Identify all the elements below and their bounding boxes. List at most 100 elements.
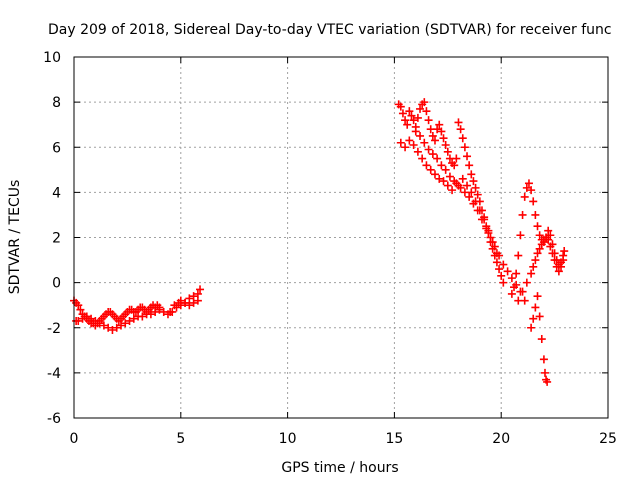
data-point	[480, 215, 489, 224]
data-point	[189, 298, 198, 307]
tick-layer	[73, 56, 609, 419]
data-point	[125, 316, 134, 325]
data-point	[465, 192, 474, 201]
data-point	[529, 197, 538, 206]
data-point	[112, 323, 121, 332]
data-point	[163, 310, 172, 319]
data-point	[87, 314, 96, 323]
data-point	[189, 292, 198, 301]
x-tick-label: 15	[385, 431, 403, 447]
data-point	[430, 136, 439, 145]
y-tick-label: -6	[47, 411, 61, 427]
data-point	[490, 242, 499, 251]
data-point	[405, 136, 414, 145]
data-point	[146, 310, 155, 319]
data-point	[411, 127, 420, 136]
data-point	[520, 192, 529, 201]
data-point	[518, 210, 527, 219]
data-point	[121, 319, 130, 328]
data-point	[516, 231, 525, 240]
data-point	[129, 314, 138, 323]
data-point	[91, 316, 100, 325]
data-point	[473, 190, 482, 199]
data-point	[557, 262, 566, 271]
y-axis-label: SDTVAR / TECUs	[7, 180, 23, 295]
y-tick-label: -2	[47, 321, 61, 337]
x-tick-label: 25	[599, 431, 617, 447]
data-point	[403, 120, 412, 129]
data-point	[74, 316, 83, 325]
data-point	[514, 296, 523, 305]
data-point	[531, 210, 540, 219]
data-point	[467, 188, 476, 197]
data-point	[426, 165, 435, 174]
x-tick-label: 20	[492, 431, 510, 447]
points-layer	[70, 98, 569, 386]
data-point	[448, 186, 457, 195]
data-point	[99, 321, 108, 330]
data-point	[196, 285, 205, 294]
grid-layer	[74, 57, 608, 418]
data-point	[159, 307, 168, 316]
data-point	[512, 269, 521, 278]
data-point	[454, 181, 463, 190]
data-point	[507, 289, 516, 298]
data-point	[401, 116, 410, 125]
data-point	[433, 125, 442, 134]
data-point	[413, 147, 422, 156]
data-point	[116, 321, 125, 330]
data-point	[503, 267, 512, 276]
data-point	[445, 172, 454, 181]
data-point	[138, 312, 147, 321]
data-point	[450, 177, 459, 186]
data-point	[430, 170, 439, 179]
data-point	[401, 143, 410, 152]
data-point	[422, 107, 431, 116]
data-point	[514, 251, 523, 260]
data-point	[420, 138, 429, 147]
data-point	[492, 249, 501, 258]
data-point	[548, 249, 557, 258]
data-point	[416, 131, 425, 140]
data-point	[193, 289, 202, 298]
data-point	[443, 147, 452, 156]
data-point	[524, 179, 533, 188]
y-tick-label: -4	[47, 366, 61, 382]
data-point	[539, 355, 548, 364]
y-tick-label: 4	[52, 185, 61, 201]
data-point	[533, 249, 542, 258]
data-point	[456, 125, 465, 134]
data-point	[424, 116, 433, 125]
data-point	[185, 301, 194, 310]
data-point	[543, 377, 552, 386]
data-point	[176, 301, 185, 310]
data-point	[531, 256, 540, 265]
data-point	[535, 244, 544, 253]
data-point	[441, 165, 450, 174]
data-point	[443, 181, 452, 190]
data-point	[433, 154, 442, 163]
data-point	[424, 145, 433, 154]
data-point	[181, 298, 190, 307]
data-point	[527, 186, 536, 195]
data-point	[560, 247, 569, 256]
data-point	[460, 143, 469, 152]
data-point	[416, 104, 425, 113]
data-point	[522, 183, 531, 192]
data-point	[151, 307, 160, 316]
data-point	[544, 226, 553, 235]
data-point	[529, 262, 538, 271]
data-point	[396, 102, 405, 111]
data-point	[463, 152, 472, 161]
data-point	[469, 177, 478, 186]
data-point	[185, 294, 194, 303]
data-point	[475, 206, 484, 215]
data-point	[95, 319, 104, 328]
x-axis-label: GPS time / hours	[281, 460, 398, 476]
data-point	[554, 267, 563, 276]
data-point	[396, 138, 405, 147]
data-point	[527, 323, 536, 332]
data-point	[499, 260, 508, 269]
data-point	[535, 312, 544, 321]
